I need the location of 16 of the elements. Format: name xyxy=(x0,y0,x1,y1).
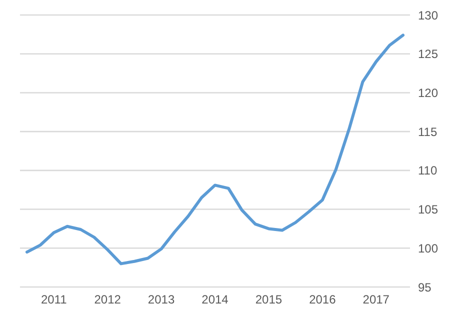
y-tick-label: 105 xyxy=(418,202,438,217)
x-tick-label: 2011 xyxy=(40,292,68,307)
x-tick-label: 2014 xyxy=(202,292,229,307)
y-tick-label: 95 xyxy=(418,280,432,294)
x-tick-label: 2016 xyxy=(309,292,336,307)
y-tick-label: 100 xyxy=(418,241,438,256)
line-series xyxy=(26,34,404,266)
y-tick-label: 125 xyxy=(418,47,438,62)
x-tick-label: 2012 xyxy=(94,292,122,307)
x-tick-label: 2013 xyxy=(148,292,175,307)
x-tick-label: 2015 xyxy=(255,292,282,307)
y-tick-label: 110 xyxy=(418,164,438,178)
y-tick-label: 130 xyxy=(418,8,438,22)
y-tick-label: 115 xyxy=(418,124,438,139)
x-tick-label: 2017 xyxy=(362,292,390,307)
y-tick-label: 120 xyxy=(418,86,438,100)
